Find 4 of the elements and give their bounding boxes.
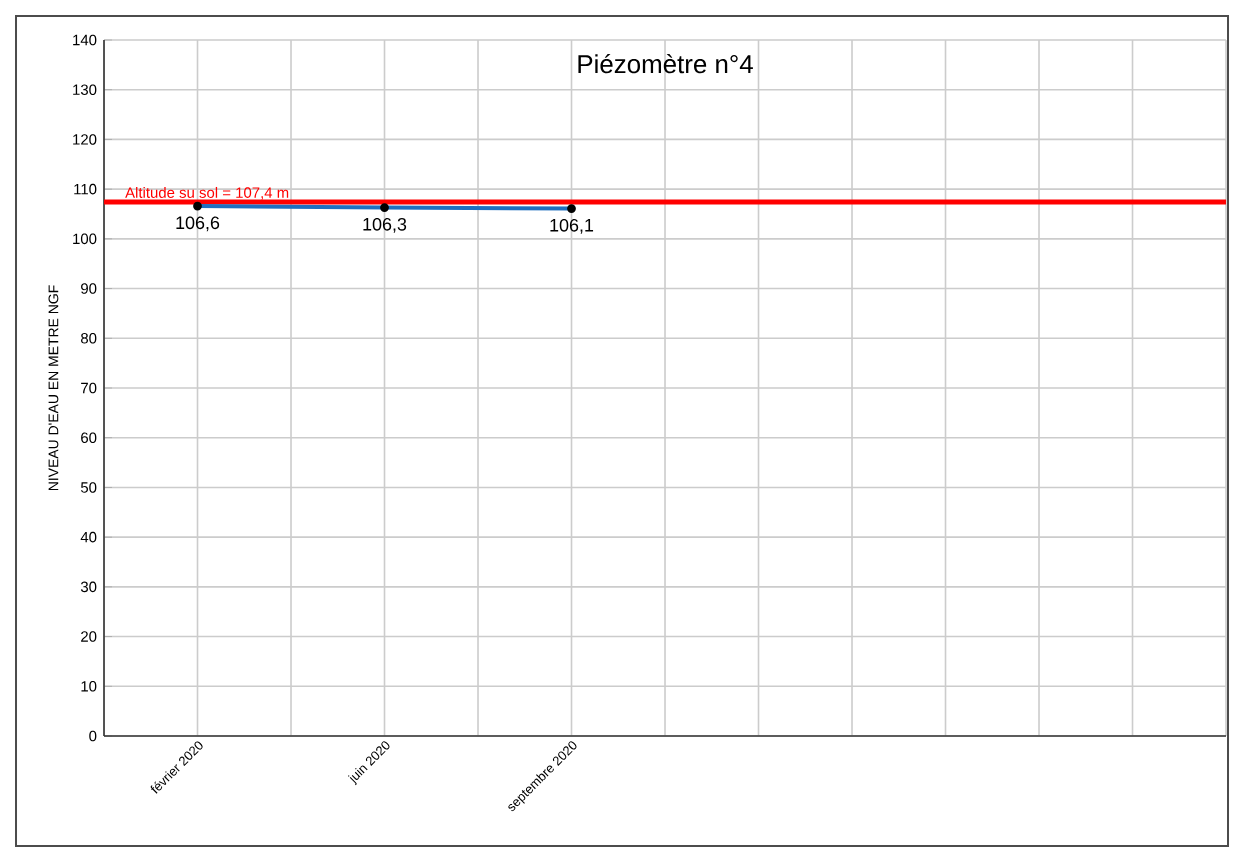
data-label: 106,6 <box>176 216 220 232</box>
data-label: 106,3 <box>363 217 407 233</box>
data-label: 106,1 <box>550 218 594 234</box>
chart-title: Piézomètre n°4 <box>578 54 753 74</box>
